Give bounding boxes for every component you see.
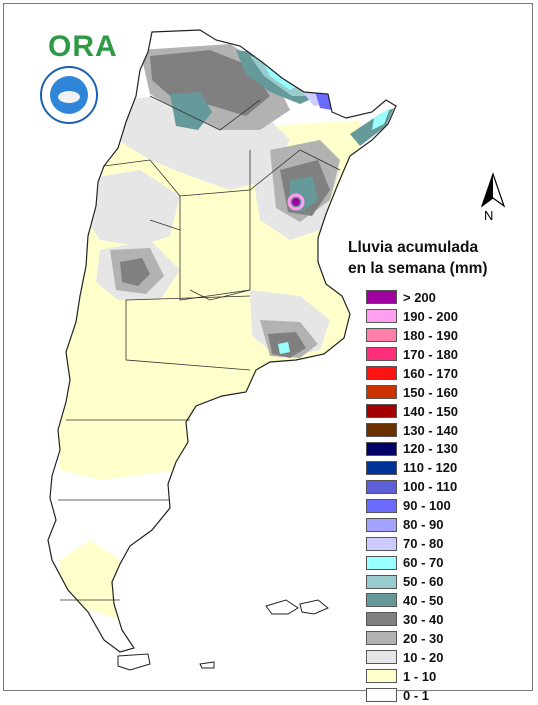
- legend-swatch: [366, 688, 397, 703]
- legend-label: 10 - 20: [403, 649, 444, 665]
- legend-swatch: [366, 290, 397, 305]
- legend-swatch: [366, 555, 397, 570]
- legend-swatch: [366, 328, 397, 343]
- legend-item: > 200: [366, 288, 526, 307]
- region-30-40-north: [150, 50, 270, 116]
- legend-swatch: [366, 441, 397, 456]
- region-10-20-west: [80, 170, 180, 246]
- region-40-50-north: [170, 92, 212, 130]
- legend-item: 170 - 180: [366, 345, 526, 364]
- legend-item: 110 - 120: [366, 458, 526, 477]
- legend-swatch: [366, 404, 397, 419]
- legend-item: 50 - 60: [366, 572, 526, 591]
- legend-swatch: [366, 574, 397, 589]
- region-30-40-cuyo: [120, 258, 150, 286]
- legend-swatch: [366, 631, 397, 646]
- legend-label: 50 - 60: [403, 574, 444, 590]
- tierra-del-fuego: [117, 653, 151, 671]
- legend-label: > 200: [403, 289, 436, 305]
- legend-label: 130 - 140: [403, 422, 458, 438]
- legend-item: 190 - 200: [366, 307, 526, 326]
- institutional-seal-icon: [40, 66, 98, 124]
- legend-label: 160 - 170: [403, 365, 458, 381]
- legend-swatch: [366, 669, 397, 684]
- legend-label: 70 - 80: [403, 536, 444, 552]
- legend-item: 90 - 100: [366, 496, 526, 515]
- legend-label: 180 - 190: [403, 327, 458, 343]
- region-60-70-pampa: [278, 342, 290, 354]
- region-1-10-mid: [100, 400, 190, 460]
- legend-item: 10 - 20: [366, 648, 526, 667]
- legend-label: 120 - 130: [403, 441, 458, 457]
- legend-swatch: [366, 612, 397, 627]
- north-label: N: [484, 208, 494, 223]
- logo-text: ORA: [48, 30, 118, 63]
- legend-swatch: [366, 347, 397, 362]
- legend-item: 100 - 110: [366, 477, 526, 496]
- legend-item: 130 - 140: [366, 421, 526, 440]
- legend-label: 30 - 40: [403, 611, 444, 627]
- legend-item: 140 - 150: [366, 402, 526, 421]
- legend-swatch: [366, 498, 397, 513]
- legend-swatch: [366, 423, 397, 438]
- region-over-200-spot: [292, 198, 300, 206]
- legend-item: 160 - 170: [366, 364, 526, 383]
- legend-swatch: [366, 479, 397, 494]
- legend-swatch: [366, 536, 397, 551]
- legend-swatch: [366, 366, 397, 381]
- legend: > 200 190 - 200 180 - 190 170 - 180 160 - 17…: [366, 288, 526, 705]
- legend-label: 140 - 150: [403, 403, 458, 419]
- legend-swatch: [366, 460, 397, 475]
- legend-title-line1: Lluvia acumulada: [348, 239, 479, 256]
- legend-label: 150 - 160: [403, 384, 458, 400]
- legend-label: 190 - 200: [403, 308, 458, 324]
- legend-swatch: [366, 517, 397, 532]
- legend-item: 70 - 80: [366, 534, 526, 553]
- legend-swatch: [366, 309, 397, 324]
- legend-label: 40 - 50: [403, 592, 444, 608]
- north-arrow-icon: [480, 172, 506, 208]
- legend-swatch: [366, 593, 397, 608]
- region-190-200-spot: [287, 193, 305, 211]
- legend-title: Lluvia acumulada en la semana (mm): [348, 237, 528, 279]
- region-60-70-mis: [372, 108, 390, 130]
- legend-label: 170 - 180: [403, 346, 458, 362]
- legend-item: 30 - 40: [366, 610, 526, 629]
- legend-swatch: [366, 650, 397, 665]
- legend-title-line2: en la semana (mm): [348, 260, 488, 277]
- legend-item: 40 - 50: [366, 591, 526, 610]
- islands: [265, 599, 329, 615]
- legend-label: 80 - 90: [403, 517, 444, 533]
- legend-swatch: [366, 385, 397, 400]
- legend-item: 80 - 90: [366, 515, 526, 534]
- legend-item: 1 - 10: [366, 667, 526, 686]
- legend-label: 110 - 120: [403, 460, 458, 476]
- small-island: [199, 661, 215, 669]
- ora-logo: ORA: [48, 30, 118, 64]
- legend-item: 150 - 160: [366, 383, 526, 402]
- province-borders: [58, 95, 341, 601]
- legend-label: 90 - 100: [403, 498, 451, 514]
- legend-label: 20 - 30: [403, 630, 444, 646]
- region-1-10-south: [60, 540, 140, 620]
- legend-label: 1 - 10: [403, 668, 437, 684]
- legend-item: 120 - 130: [366, 440, 526, 459]
- legend-item: 20 - 30: [366, 629, 526, 648]
- legend-label: 0 - 1: [403, 687, 430, 703]
- legend-item: 180 - 190: [366, 326, 526, 345]
- legend-item: 0 - 1: [366, 686, 526, 705]
- legend-label: 100 - 110: [403, 479, 458, 495]
- legend-item: 60 - 70: [366, 553, 526, 572]
- legend-label: 60 - 70: [403, 555, 444, 571]
